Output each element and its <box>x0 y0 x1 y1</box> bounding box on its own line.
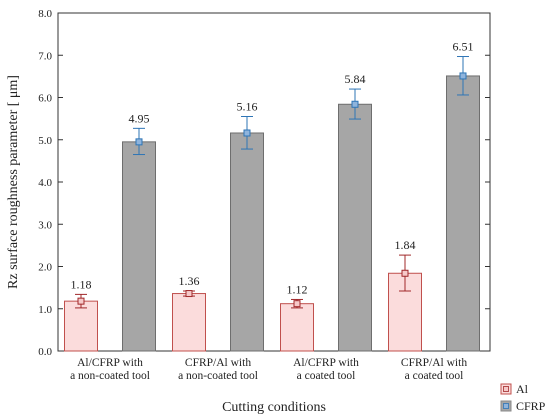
category-label: CFRP/Al with <box>401 357 467 369</box>
bar-al <box>64 300 98 352</box>
y-tick-label: 6.0 <box>38 93 52 105</box>
data-label: 1.36 <box>179 274 200 288</box>
mean-marker <box>459 72 467 80</box>
data-label: 5.84 <box>345 72 366 86</box>
data-label: 5.16 <box>237 100 258 114</box>
data-label: 4.95 <box>129 111 150 125</box>
mean-marker <box>77 297 85 305</box>
bars: 1.18 4.95 1.36 5.16 1.12 5.84 1.84 6.51 <box>64 40 480 352</box>
y-axis-ticks: 0.0 1.0 2.0 3.0 4.0 5.0 6.0 7.0 8.0 <box>38 8 490 358</box>
bar-cfrp <box>230 132 264 352</box>
data-label: 6.51 <box>453 40 474 54</box>
bar-al <box>172 293 206 352</box>
y-tick-label: 1.0 <box>38 304 52 316</box>
y-tick-label: 5.0 <box>38 135 52 147</box>
mean-marker <box>135 138 143 146</box>
category-label: Al/CFRP with <box>77 357 143 369</box>
mean-marker <box>243 129 251 137</box>
mean-marker <box>293 300 301 308</box>
x-axis-title: Cutting conditions <box>222 400 326 415</box>
bar-cfrp <box>122 141 156 352</box>
legend-label-cfrp: CFRP <box>516 399 546 413</box>
data-label: 1.18 <box>71 277 92 291</box>
legend: Al CFRP <box>500 382 546 413</box>
y-tick-label: 2.0 <box>38 262 52 274</box>
bar-al <box>388 272 422 352</box>
mean-marker <box>401 269 409 277</box>
y-tick-label: 0.0 <box>38 346 52 358</box>
y-tick-label: 7.0 <box>38 50 52 62</box>
bar-cfrp <box>446 75 480 352</box>
y-tick-label: 3.0 <box>38 219 52 231</box>
mean-marker <box>185 290 193 298</box>
y-axis-title: Rz surface roughness parameter [ μm] <box>6 75 21 289</box>
data-label: 1.12 <box>287 282 308 296</box>
mean-marker <box>351 100 359 108</box>
bar-al <box>280 303 314 352</box>
legend-marker <box>503 403 509 409</box>
y-tick-label: 8.0 <box>38 8 52 20</box>
legend-label-al: Al <box>516 382 529 396</box>
bar-cfrp <box>338 103 372 352</box>
category-label: a coated tool <box>297 370 356 382</box>
category-label: Al/CFRP with <box>293 357 359 369</box>
category-label: a non-coated tool <box>178 370 258 382</box>
legend-marker <box>503 386 509 392</box>
data-label: 1.84 <box>395 238 416 252</box>
category-label: a non-coated tool <box>70 370 150 382</box>
category-label: a coated tool <box>405 370 464 382</box>
category-label: CFRP/Al with <box>185 357 251 369</box>
y-tick-label: 4.0 <box>38 177 52 189</box>
